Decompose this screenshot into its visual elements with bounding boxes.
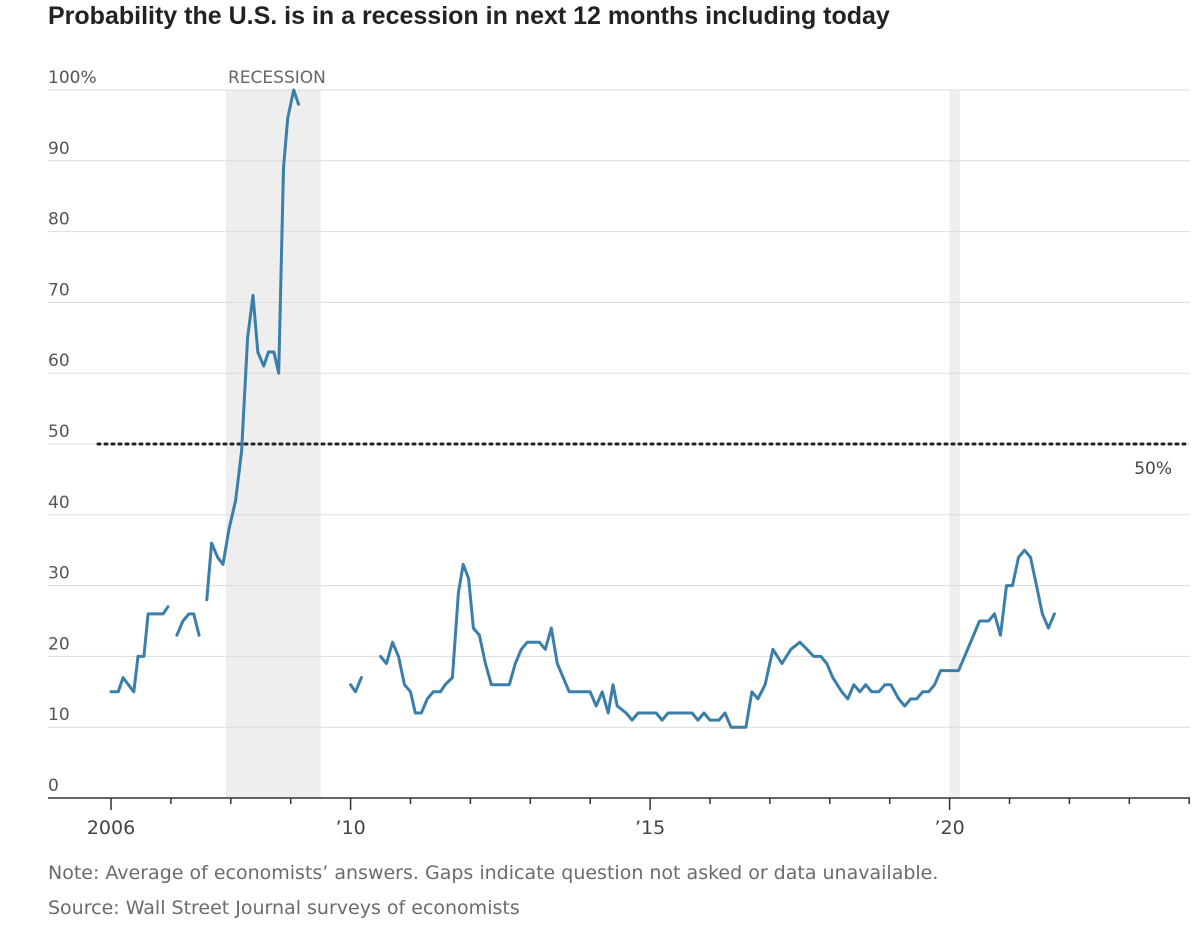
y-tick-label-30: 30 [48,564,70,584]
chart-note: Note: Average of economists’ answers. Ga… [48,862,939,884]
recession-shading: RECESSION [226,68,960,798]
series-segment-2 [205,88,300,602]
y-tick-label-20: 20 [48,634,70,654]
reference-line-label: 50% [1134,459,1172,479]
series-segment-4 [379,548,1056,729]
y-tick-label-80: 80 [48,210,70,230]
chart-title: Probability the U.S. is in a recession i… [48,2,890,30]
recession-label: RECESSION [228,68,326,88]
x-axis: 2006 ’10 ’15 ’20 [48,797,1190,839]
y-tick-label-60: 60 [48,351,70,371]
gridlines [48,89,1190,728]
series-lines [109,88,1056,729]
y-tick-label-50: 50 [48,422,70,442]
x-tick-label-2006: 2006 [87,817,135,839]
y-tick-label-90: 90 [48,139,70,159]
y-tick-label-10: 10 [48,705,70,725]
chart-source: Source: Wall Street Journal surveys of e… [48,897,520,919]
y-tick-label-0: 0 [48,776,59,796]
x-tick-label-2020: ’20 [934,817,964,839]
series-segment-3 [349,676,363,694]
y-tick-label-70: 70 [48,280,70,300]
y-tick-label-100: 100% [48,68,97,88]
reference-line-group: 50% [96,442,1192,479]
x-tick-label-2015: ’15 [635,817,665,839]
series-segment-0 [109,605,170,694]
series-segment-1 [175,612,201,637]
y-tick-label-40: 40 [48,493,70,513]
x-tick-label-2010: ’10 [335,817,365,839]
y-axis-labels: 0 10 20 30 40 50 60 70 80 90 100% [48,68,97,796]
